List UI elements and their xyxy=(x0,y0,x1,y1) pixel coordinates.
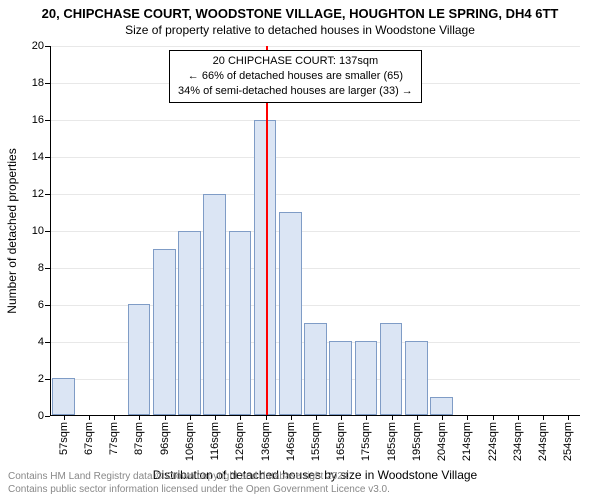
chart-area: 20 CHIPCHASE COURT: 137sqm← 66% of detac… xyxy=(50,46,580,416)
y-tick-mark xyxy=(45,46,50,47)
y-tick-label: 6 xyxy=(38,299,44,311)
x-tick-label: 87sqm xyxy=(133,422,145,455)
x-tick-label: 106sqm xyxy=(184,422,196,461)
x-tick-mark xyxy=(266,415,267,420)
histogram-bar xyxy=(52,378,75,415)
histogram-bar xyxy=(153,249,176,415)
y-tick-label: 0 xyxy=(38,410,44,422)
bar-slot xyxy=(555,46,580,415)
x-tick-label: 57sqm xyxy=(58,422,70,455)
histogram-bar xyxy=(178,231,201,416)
x-tick-mark xyxy=(366,415,367,420)
x-tick-mark xyxy=(417,415,418,420)
y-tick-mark xyxy=(45,268,50,269)
y-tick-label: 8 xyxy=(38,262,44,274)
y-tick-mark xyxy=(45,83,50,84)
x-tick-mark xyxy=(341,415,342,420)
plot-area: 20 CHIPCHASE COURT: 137sqm← 66% of detac… xyxy=(50,46,580,416)
histogram-bar xyxy=(279,212,302,415)
bar-slot xyxy=(530,46,555,415)
bar-slot xyxy=(51,46,76,415)
x-tick-mark xyxy=(89,415,90,420)
annotation-line: 34% of semi-detached houses are larger (… xyxy=(178,84,413,99)
histogram-bar xyxy=(380,323,403,415)
histogram-bar xyxy=(329,341,352,415)
y-tick-mark xyxy=(45,305,50,306)
x-tick-mark xyxy=(442,415,443,420)
y-tick-mark xyxy=(45,379,50,380)
y-tick-label: 4 xyxy=(38,336,44,348)
x-tick-mark xyxy=(493,415,494,420)
histogram-bar xyxy=(203,194,226,415)
x-tick-label: 116sqm xyxy=(209,422,221,460)
bar-slot xyxy=(101,46,126,415)
y-tick-label: 10 xyxy=(32,225,44,237)
x-tick-label: 214sqm xyxy=(461,422,473,461)
bar-slot xyxy=(127,46,152,415)
y-tick-mark xyxy=(45,120,50,121)
footer-attribution: Contains HM Land Registry data © Crown c… xyxy=(8,471,390,496)
chart-title-main: 20, CHIPCHASE COURT, WOODSTONE VILLAGE, … xyxy=(0,0,600,21)
footer-line-2: Contains public sector information licen… xyxy=(8,484,390,497)
y-tick-label: 18 xyxy=(32,77,44,89)
x-tick-label: 165sqm xyxy=(335,422,347,461)
y-tick-label: 12 xyxy=(32,188,44,200)
y-tick-mark xyxy=(45,194,50,195)
bar-slot xyxy=(76,46,101,415)
bar-slot xyxy=(504,46,529,415)
annotation-line: 20 CHIPCHASE COURT: 137sqm xyxy=(178,54,413,69)
bar-slot xyxy=(429,46,454,415)
x-tick-label: 204sqm xyxy=(436,422,448,461)
bar-slot xyxy=(479,46,504,415)
y-tick-mark xyxy=(45,231,50,232)
x-tick-label: 136sqm xyxy=(260,422,272,461)
x-tick-mark xyxy=(139,415,140,420)
x-tick-mark xyxy=(316,415,317,420)
y-tick-mark xyxy=(45,342,50,343)
chart-title-sub: Size of property relative to detached ho… xyxy=(0,21,600,37)
y-axis-label: Number of detached properties xyxy=(5,148,19,313)
x-tick-mark xyxy=(467,415,468,420)
x-tick-label: 254sqm xyxy=(562,422,574,461)
x-tick-mark xyxy=(291,415,292,420)
x-tick-label: 77sqm xyxy=(108,422,120,455)
x-tick-mark xyxy=(392,415,393,420)
x-tick-mark xyxy=(568,415,569,420)
histogram-bar xyxy=(304,323,327,415)
x-tick-label: 234sqm xyxy=(512,422,524,461)
annotation-box: 20 CHIPCHASE COURT: 137sqm← 66% of detac… xyxy=(169,50,422,103)
x-tick-mark xyxy=(190,415,191,420)
y-tick-label: 16 xyxy=(32,114,44,126)
y-tick-mark xyxy=(45,416,50,417)
y-tick-label: 2 xyxy=(38,373,44,385)
bar-slot xyxy=(454,46,479,415)
x-tick-label: 224sqm xyxy=(487,422,499,461)
x-tick-label: 96sqm xyxy=(159,422,171,455)
y-tick-label: 14 xyxy=(32,151,44,163)
x-tick-mark xyxy=(114,415,115,420)
x-tick-mark xyxy=(215,415,216,420)
histogram-bar xyxy=(405,341,428,415)
x-tick-label: 155sqm xyxy=(310,422,322,461)
x-tick-label: 244sqm xyxy=(537,422,549,461)
histogram-bar xyxy=(355,341,378,415)
x-tick-label: 185sqm xyxy=(386,422,398,461)
x-tick-label: 67sqm xyxy=(83,422,95,455)
x-tick-mark xyxy=(543,415,544,420)
x-tick-mark xyxy=(64,415,65,420)
y-tick-label: 20 xyxy=(32,40,44,52)
x-tick-label: 126sqm xyxy=(234,422,246,461)
x-tick-mark xyxy=(518,415,519,420)
x-tick-label: 146sqm xyxy=(285,422,297,461)
x-tick-label: 175sqm xyxy=(360,422,372,461)
x-tick-label: 195sqm xyxy=(411,422,423,461)
histogram-bar xyxy=(229,231,252,416)
histogram-bar xyxy=(128,304,151,415)
annotation-line: ← 66% of detached houses are smaller (65… xyxy=(178,69,413,84)
y-tick-mark xyxy=(45,157,50,158)
histogram-bar xyxy=(430,397,453,415)
footer-line-1: Contains HM Land Registry data © Crown c… xyxy=(8,471,390,484)
x-tick-mark xyxy=(240,415,241,420)
x-tick-mark xyxy=(165,415,166,420)
